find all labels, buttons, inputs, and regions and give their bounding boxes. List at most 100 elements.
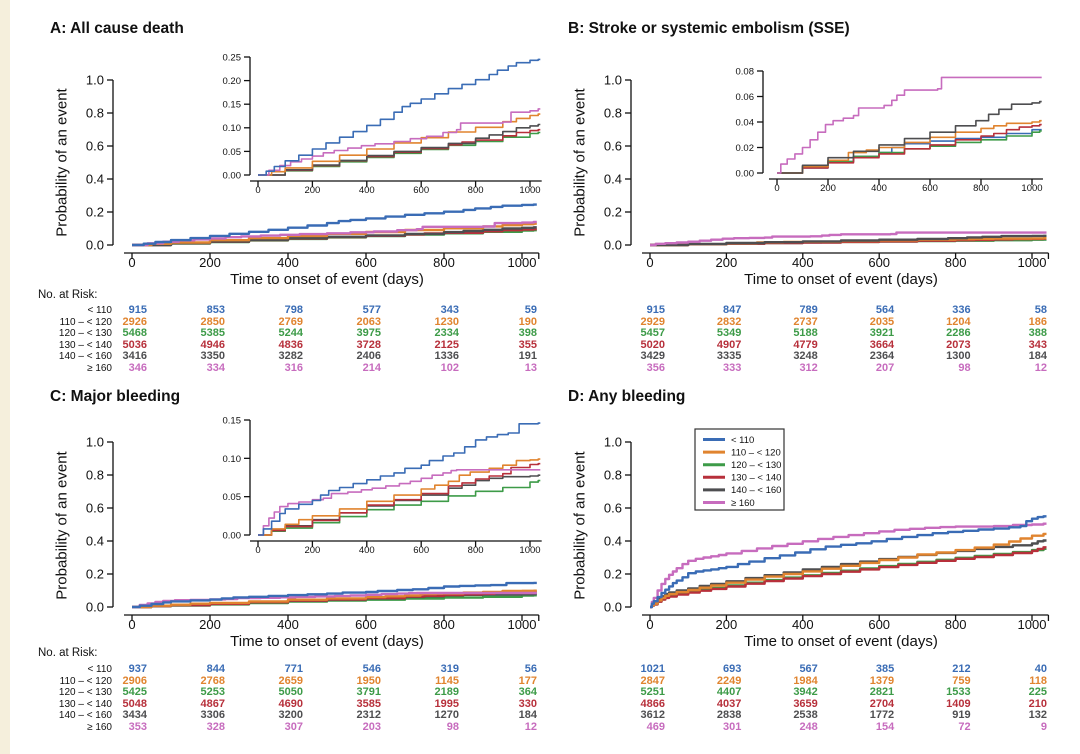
y-tick-label: 0.0	[86, 238, 104, 253]
risk-header-top: No. at Risk:	[38, 289, 98, 301]
risk-row-label-c: ≥ 160	[87, 721, 112, 733]
panel-a-x-axis-title: Time to onset of event (days)	[230, 271, 424, 288]
risk-cell-d: 212	[952, 663, 971, 675]
x-tick-label: 200	[820, 183, 836, 194]
risk-cell-c: 546	[362, 663, 381, 675]
y-tick-label: 0.8	[86, 468, 104, 483]
risk-cell-c: 1995	[434, 697, 459, 710]
risk-cell-b: 184	[1028, 350, 1047, 362]
x-tick-label: 1000	[1018, 617, 1047, 632]
risk-cell-d: 2847	[640, 674, 665, 687]
risk-cell-d: 4037	[716, 697, 742, 710]
risk-row-label-a: 130 – < 140	[58, 339, 112, 351]
panel-c-chart: 0.00.20.40.60.81.00 200 400 600 800 10000.000…	[86, 415, 542, 632]
risk-cell-d: 2821	[869, 686, 895, 698]
km-curve-main-d-1	[650, 515, 1047, 609]
km-curve-inset-b-6	[777, 76, 1042, 174]
x-tick-label: 1000	[1021, 183, 1042, 194]
x-tick-label: 200	[716, 617, 738, 632]
km-curve-inset-b-2	[777, 119, 1042, 174]
x-tick-label: 400	[871, 183, 887, 194]
risk-cell-d: 154	[875, 720, 895, 733]
panel-b-title: B: Stroke or systemic embolism (SSE)	[568, 20, 850, 37]
risk-cell-d: 1984	[793, 674, 818, 687]
risk-cell-d: 469	[646, 720, 665, 733]
risk-header-bottom: No. at Risk:	[38, 647, 98, 659]
risk-cell-a: 5385	[200, 327, 225, 339]
risk-cell-d: 567	[799, 663, 818, 675]
y-tick-label: 1.0	[604, 73, 622, 88]
risk-row-label-a: 110 – < 120	[59, 316, 112, 328]
y-tick-label: 0.08	[736, 66, 755, 77]
y-tick-label: 0.00	[736, 168, 755, 179]
risk-cell-d: 301	[723, 720, 742, 733]
panel-b-y-axis-title: Probability of an event	[571, 88, 589, 237]
panel-c-x-axis-title: Time to onset of event (days)	[230, 633, 424, 650]
risk-cell-d: 385	[875, 663, 895, 675]
risk-cell-d: 2538	[793, 709, 818, 721]
y-tick-label: 0.00	[223, 530, 242, 541]
risk-cell-b: 5457	[640, 327, 665, 339]
x-tick-label: 800	[945, 255, 967, 270]
x-tick-label: 1000	[519, 185, 540, 196]
risk-cell-c: 2312	[356, 709, 381, 721]
x-tick-label: 600	[868, 255, 890, 270]
risk-cell-a: 3975	[356, 327, 381, 339]
km-curve-main-a-6	[132, 220, 537, 247]
risk-cell-b: 3664	[869, 338, 895, 351]
risk-cell-a: 214	[362, 361, 381, 374]
panel-b-chart: 0.00.20.40.60.81.00 200 400 600 800 10000.000…	[604, 66, 1050, 270]
risk-cell-a: 4946	[200, 338, 225, 351]
risk-cell-b: 3921	[869, 327, 895, 339]
risk-cell-b: 343	[1028, 338, 1047, 351]
km-curve-main-d-5	[650, 539, 1047, 609]
risk-cell-a: 2769	[278, 315, 303, 328]
risk-cell-a: 316	[284, 361, 303, 374]
risk-cell-b: 3335	[716, 350, 742, 362]
x-tick-label: 0	[774, 183, 779, 194]
y-tick-label: 0.6	[86, 501, 104, 516]
risk-cell-c: 937	[128, 663, 147, 675]
risk-cell-a: 3350	[200, 350, 225, 362]
risk-cell-c: 1145	[435, 674, 459, 687]
risk-cell-a: 2334	[434, 327, 459, 339]
risk-cell-a: 798	[284, 304, 303, 316]
risk-cell-c: 3585	[356, 697, 381, 710]
panel-d-y-axis-title: Probability of an event	[571, 451, 589, 600]
risk-cell-d: 3612	[640, 709, 665, 721]
panel-c-y-axis-title: Probability of an event	[53, 451, 71, 600]
x-tick-label: 600	[868, 617, 890, 632]
risk-cell-c: 203	[362, 720, 381, 733]
risk-cell-c: 177	[518, 674, 537, 687]
y-tick-label: 0.4	[86, 172, 104, 187]
risk-cell-c: 771	[284, 663, 303, 675]
risk-cell-d: 919	[952, 709, 971, 721]
risk-cell-a: 853	[206, 304, 225, 316]
risk-row-label-a: ≥ 160	[87, 362, 112, 374]
x-tick-label: 800	[945, 617, 967, 632]
km-curve-main-c-1	[132, 581, 537, 609]
risk-cell-b: 2929	[640, 315, 665, 328]
risk-row-label-a: 120 – < 130	[58, 328, 112, 339]
risk-cell-b: 5349	[716, 327, 742, 339]
y-tick-label: 0.25	[223, 52, 242, 63]
risk-cell-a: 577	[362, 304, 381, 316]
x-tick-label: 400	[277, 617, 299, 632]
risk-cell-c: 3791	[356, 686, 381, 698]
risk-cell-b: 336	[952, 304, 971, 316]
legend-label: 110 – < 120	[731, 447, 781, 458]
y-tick-label: 0.10	[223, 454, 242, 465]
risk-cell-b: 3429	[640, 350, 665, 362]
legend-label: ≥ 160	[731, 498, 755, 509]
risk-cell-a: 5468	[122, 327, 147, 339]
risk-cell-c: 56	[524, 663, 537, 675]
risk-cell-a: 102	[440, 361, 459, 374]
risk-cell-b: 2035	[869, 315, 895, 328]
risk-cell-a: 2406	[356, 350, 381, 362]
y-tick-label: 0.04	[736, 117, 755, 128]
x-tick-label: 400	[792, 617, 814, 632]
risk-cell-b: 789	[799, 304, 818, 316]
risk-cell-a: 343	[440, 304, 459, 316]
km-curve-inset-c-4	[258, 462, 541, 536]
